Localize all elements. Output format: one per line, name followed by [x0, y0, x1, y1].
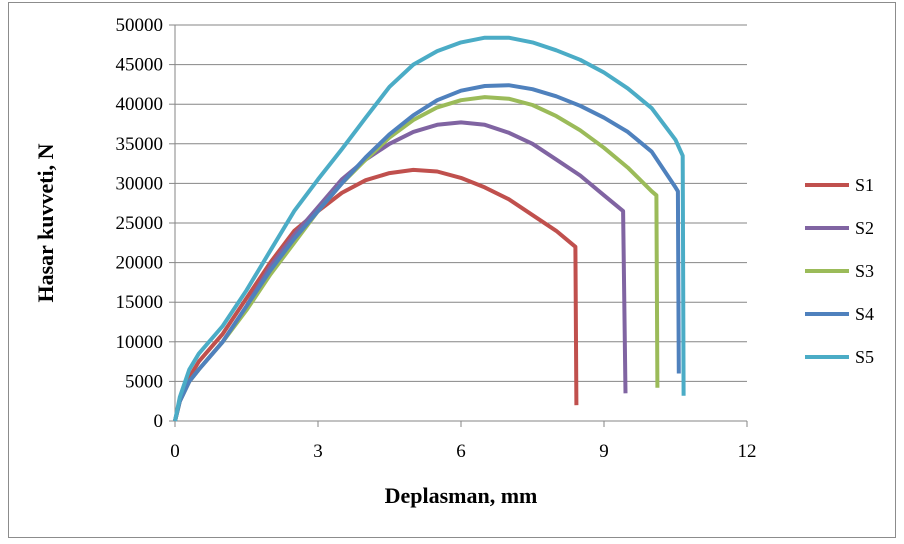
y-tick-labels: 0 5000 10000 15000 20000 25000 30000 35000 40000… [116, 15, 164, 432]
x-tick-label: 0 [170, 441, 180, 462]
legend-label-s1: S1 [855, 175, 874, 195]
legend-label-s5: S5 [855, 347, 874, 367]
y-tick-label: 5000 [125, 371, 163, 392]
x-tick-label: 9 [599, 441, 609, 462]
y-tick-label: 35000 [116, 134, 164, 155]
x-tick-label: 3 [313, 441, 323, 462]
legend-label-s2: S2 [855, 218, 874, 238]
gridlines [175, 24, 747, 382]
y-tick-label: 30000 [116, 173, 164, 194]
y-tick-label: 50000 [116, 15, 164, 36]
legend-label-s3: S3 [855, 261, 874, 281]
chart-frame: 0 5000 10000 15000 20000 25000 30000 35000 40000… [8, 2, 896, 538]
y-tick-label: 10000 [116, 332, 164, 353]
legend: S1 S2 S3 S4 S5 [805, 175, 874, 367]
axes [169, 24, 748, 427]
x-tick-label: 6 [456, 441, 466, 462]
y-axis-title: Hasar kuvveti, N [33, 143, 58, 302]
y-tick-label: 40000 [116, 94, 164, 115]
y-tick-label: 0 [154, 411, 164, 432]
x-tick-labels: 0 3 6 9 12 [170, 441, 756, 462]
series-line-s3 [173, 95, 660, 422]
y-tick-label: 45000 [116, 55, 164, 76]
y-tick-label: 25000 [116, 213, 164, 234]
series-line-s4 [173, 83, 681, 422]
series-line-s1 [173, 167, 579, 422]
legend-label-s4: S4 [855, 304, 874, 324]
series-lines [173, 35, 686, 422]
x-tick-label: 12 [738, 441, 757, 462]
series-line-s5 [173, 35, 686, 422]
series-line-s2 [173, 120, 628, 422]
x-axis-title: Deplasman, mm [385, 483, 538, 508]
line-chart: 0 5000 10000 15000 20000 25000 30000 35000 40000… [33, 15, 874, 508]
y-tick-label: 20000 [116, 253, 164, 274]
y-tick-label: 15000 [116, 292, 164, 313]
